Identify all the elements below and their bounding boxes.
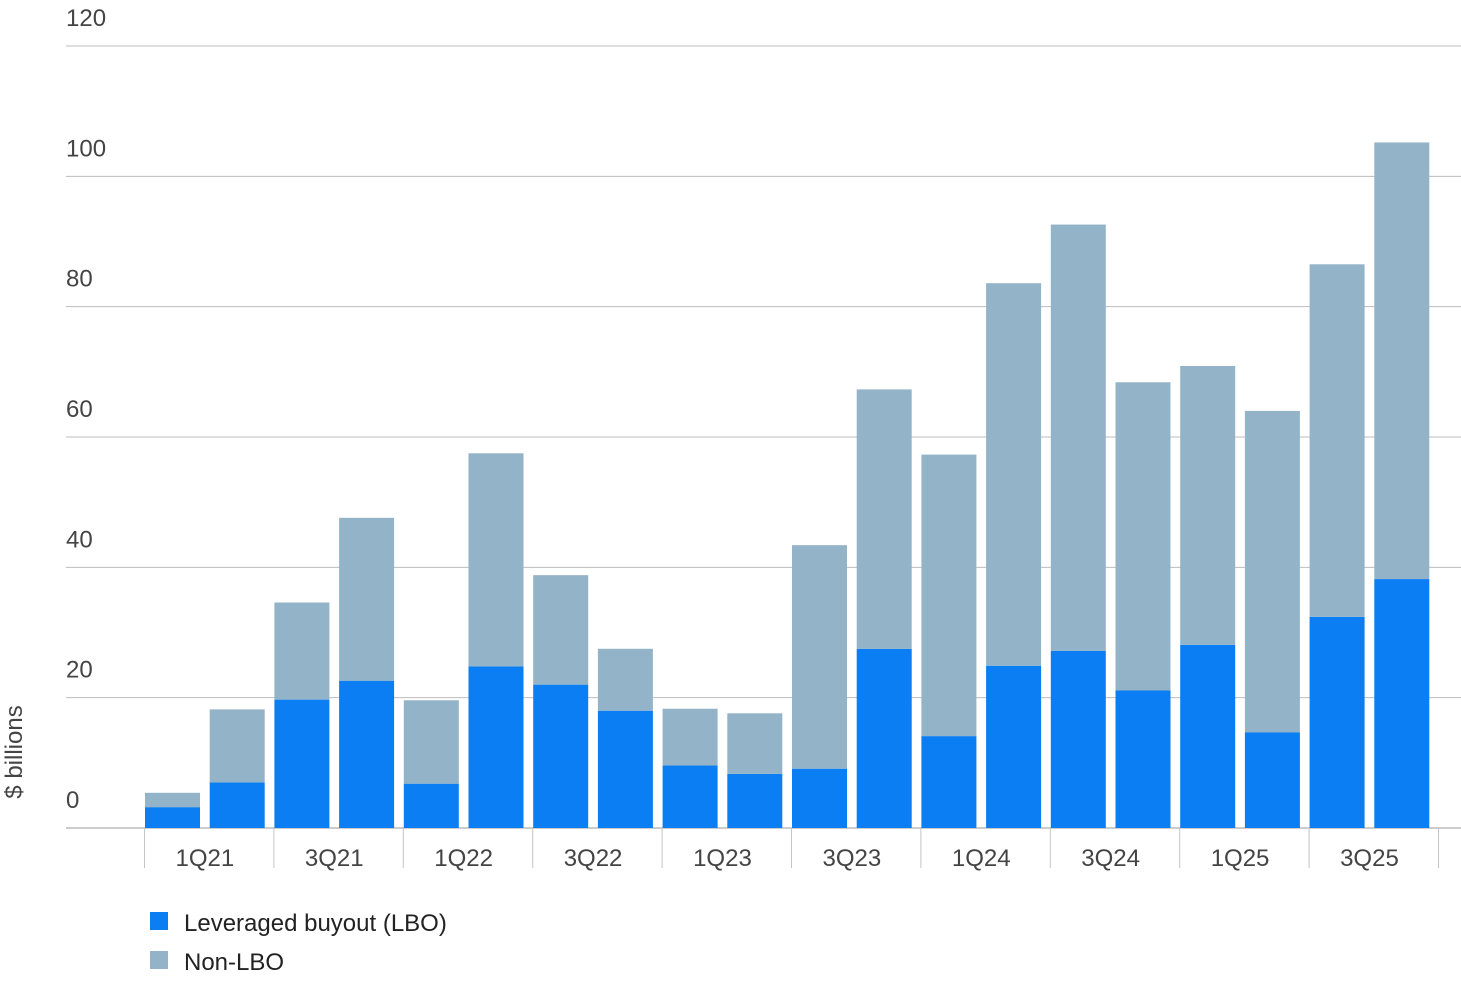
y-axis-ticks: 0 20 40 60 80 100 120 (66, 5, 106, 814)
bar-non-lbo-3Q23 (792, 545, 847, 769)
y-tick-label: 0 (66, 787, 79, 814)
x-tick-label: 3Q22 (564, 845, 623, 872)
bar-lbo-4Q22 (597, 710, 653, 828)
x-tick-label: 3Q23 (822, 845, 881, 872)
x-tick-label: 1Q21 (175, 845, 234, 872)
bar-lbo-3Q21 (274, 699, 330, 828)
bar-non-lbo-1Q24 (921, 454, 977, 737)
x-tick-label: 1Q22 (434, 845, 493, 872)
bar-non-lbo-4Q22 (597, 648, 653, 711)
x-axis: 1Q21 3Q21 1Q22 3Q22 1Q23 3Q23 1Q24 3Q24 1Q25 3Q25 (144, 828, 1439, 872)
bar-non-lbo-1Q21 (145, 792, 200, 808)
bar-non-lbo-1Q25 (1180, 365, 1236, 645)
bar-lbo-3Q22 (533, 684, 589, 828)
bar-lbo-1Q25 (1180, 644, 1236, 828)
y-tick-label: 60 (66, 396, 93, 423)
y-tick-label: 100 (66, 135, 106, 162)
x-tick-label: 1Q25 (1211, 845, 1270, 872)
x-tick-label: 3Q21 (305, 845, 364, 872)
bar-non-lbo-3Q24 (1050, 224, 1106, 651)
bar-non-lbo-2Q21 (209, 709, 265, 783)
y-axis-label: $ billions (1, 705, 28, 798)
bar-non-lbo-4Q21 (339, 517, 395, 681)
x-tick-label: 1Q24 (952, 845, 1011, 872)
y-tick-label: 80 (66, 266, 93, 293)
bar-non-lbo-4Q25 (1374, 142, 1430, 580)
bar-lbo-1Q21 (145, 807, 200, 828)
bar-lbo-4Q25 (1374, 579, 1430, 828)
bar-non-lbo-2Q25 (1244, 410, 1300, 733)
bar-lbo-2Q22 (468, 666, 524, 828)
bar-non-lbo-2Q22 (468, 453, 524, 667)
bar-lbo-3Q25 (1309, 616, 1365, 828)
bar-non-lbo-1Q23 (662, 708, 718, 766)
bar-lbo-2Q24 (986, 665, 1042, 828)
bar-non-lbo-4Q23 (856, 389, 912, 649)
x-tick-label: 3Q24 (1081, 845, 1140, 872)
bar-lbo-3Q24 (1050, 650, 1106, 828)
bar-lbo-2Q21 (209, 782, 265, 828)
bar-non-lbo-3Q22 (533, 575, 589, 685)
bar-lbo-2Q25 (1244, 732, 1300, 828)
y-tick-label: 40 (66, 526, 93, 553)
bar-lbo-1Q24 (921, 736, 977, 828)
legend: Leveraged buyout (LBO) Non-LBO (150, 910, 447, 976)
bar-non-lbo-4Q24 (1115, 382, 1171, 691)
y-tick-label: 20 (66, 657, 93, 684)
bar-lbo-4Q23 (856, 648, 912, 828)
bar-non-lbo-3Q25 (1309, 264, 1365, 617)
bar-lbo-4Q24 (1115, 690, 1171, 828)
bar-lbo-4Q21 (339, 680, 395, 828)
bar-non-lbo-1Q22 (403, 700, 459, 784)
legend-swatch-lbo (150, 912, 168, 930)
bar-non-lbo-3Q21 (274, 602, 330, 700)
x-tick-label: 1Q23 (693, 845, 752, 872)
bar-lbo-1Q23 (662, 765, 718, 828)
bar-non-lbo-2Q23 (727, 713, 783, 774)
bar-lbo-1Q22 (403, 783, 459, 828)
bars (145, 142, 1430, 828)
y-tick-label: 120 (66, 5, 106, 32)
bar-lbo-3Q23 (792, 768, 847, 828)
legend-label-non-lbo: Non-LBO (184, 949, 284, 976)
bar-lbo-2Q23 (727, 773, 783, 828)
legend-swatch-non-lbo (150, 951, 168, 969)
bar-non-lbo-2Q24 (986, 283, 1042, 666)
legend-label-lbo: Leveraged buyout (LBO) (184, 910, 447, 937)
x-tick-label: 3Q25 (1340, 845, 1399, 872)
